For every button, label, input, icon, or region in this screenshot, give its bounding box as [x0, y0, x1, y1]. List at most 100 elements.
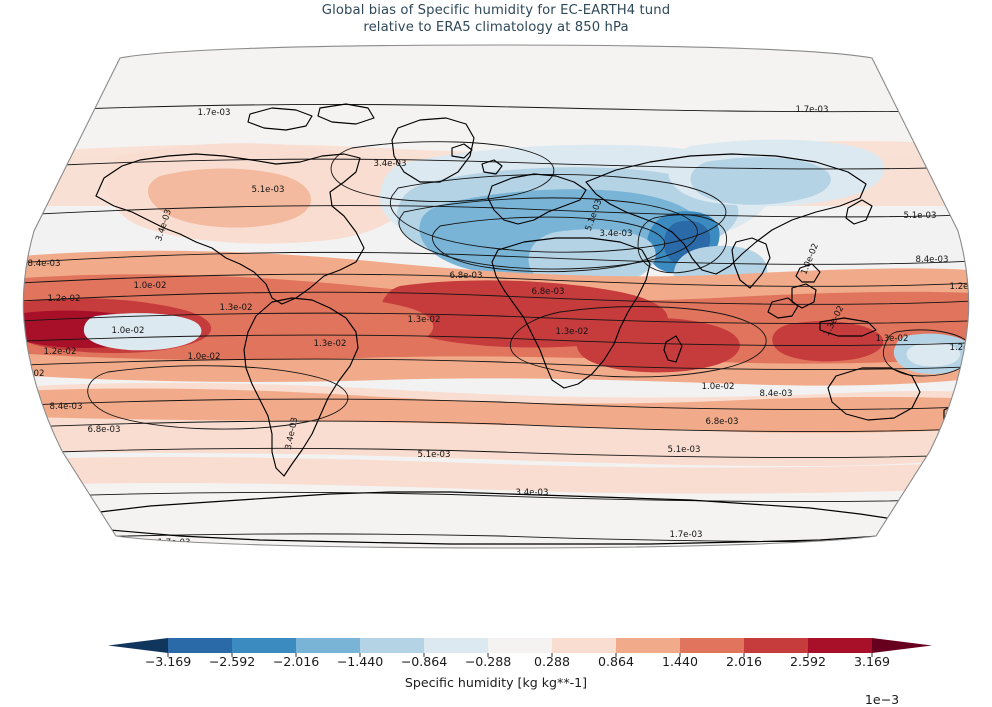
colorbar-tick-label-7: 0.864: [597, 654, 635, 669]
colorbar-tick-label-6: 0.288: [533, 654, 571, 669]
colorbar: −3.169 −2.592 −2.016 −1.440 −0.864 −0.288 0.28…: [0, 630, 992, 707]
contour-label-1.3e-02-mc: 1.3e-02: [876, 334, 909, 344]
colorbar-segment-10: [808, 638, 873, 653]
colorbar-tick-label-3: −1.440: [336, 654, 384, 669]
region-amazon-warm: [223, 297, 434, 357]
coastlines: [59, 103, 963, 545]
contour-5.1e-03-south: [23, 447, 969, 459]
colorbar-segment-1: [232, 638, 297, 653]
colorbar-segment-4: [424, 638, 489, 653]
contour-label-3.4e-03-n: 3.4e-03: [374, 159, 407, 169]
contour-cell-africa: [510, 306, 767, 378]
contour-label-8.4e-03-e: 8.4e-03: [916, 255, 949, 265]
global-bias-map: 1.7e-03 1.7e-03 3.4e-03 3.4e-03 5.1e-03 …: [12, 44, 983, 549]
contour-cell-mideast: [431, 216, 666, 273]
coast-iceland: [451, 143, 473, 159]
contour-label-1.2e-02-e: 1.2e-02: [950, 282, 983, 292]
contour-1.7e-03-north: [23, 103, 969, 113]
contour-label-1.2e-02-w1: 1.2e-02: [48, 294, 81, 304]
contour-label-5.1e-03-ne: 5.1e-03: [904, 211, 937, 221]
coast-sumatra: [767, 297, 799, 319]
contour-label-1.3e-02-sa: 1.3e-02: [314, 339, 347, 349]
contour-label-1.3e-02-sw: 1.3e-02: [12, 369, 45, 379]
colorbar-offset-text: 1e−3: [864, 692, 900, 707]
colorbar-segment-0: [168, 638, 233, 653]
contour-5.1e-03-north: [23, 205, 969, 218]
region-north-america-warm-core: [147, 168, 312, 228]
colorbar-tick-label-5: −0.288: [464, 654, 512, 669]
contour-3.4e-03-south: [23, 491, 969, 503]
coast-africa: [491, 237, 651, 389]
figure-title-line-2: relative to ERA5 climatology at 850 hPa: [363, 19, 629, 35]
contour-label-1.0e-02-w: 1.0e-02: [134, 281, 167, 291]
figure-title-line-1: Global bias of Specific humidity for EC-…: [321, 3, 671, 18]
contour-1.0e-02-north: [23, 273, 969, 287]
coast-south-america: [243, 297, 359, 477]
contour-8.4e-03-south: [23, 398, 969, 410]
coast-new-guinea: [819, 317, 877, 337]
region-africa-core: [576, 317, 740, 373]
colorbar-tick-label-4: −0.864: [400, 654, 448, 669]
contour-1.3e-02-north: [23, 312, 969, 324]
region-nw-pacific-neg: [83, 313, 202, 351]
colorbar-tick-label-10: 2.592: [789, 654, 827, 669]
contour-label-1.3e-02-af: 1.3e-02: [556, 327, 589, 337]
contour-label-1.0e-02-s: 1.0e-02: [702, 382, 735, 392]
contour-label-1.7e-03-sw: 1.7e-03: [158, 538, 191, 548]
coast-arctic-islands: [247, 107, 313, 131]
colorbar-segment-group: [168, 638, 873, 653]
contour-6.8e-03-south: [23, 420, 969, 432]
contour-cell-iran: [637, 214, 727, 274]
colorbar-axis-label: Specific humidity [kg kg**-1]: [404, 675, 588, 690]
coast-india: [731, 237, 771, 289]
contour-label-1.7e-03-nw: 1.7e-03: [198, 108, 231, 118]
contour-label-6.8e-03-sw: 6.8e-03: [88, 425, 121, 435]
coast-philippines: [795, 263, 821, 283]
colorbar-tick-label-0: −3.169: [144, 654, 192, 669]
contour-label-5.1e-03-se: 5.1e-03: [668, 445, 701, 455]
coast-antarctica: [59, 491, 921, 545]
contour-cell-spacific: [87, 365, 349, 430]
coast-greenland: [391, 117, 475, 183]
colorbar-segment-5: [488, 638, 553, 653]
coast-australia: [827, 367, 921, 421]
colorbar-tick-label-1: −2.592: [208, 654, 256, 669]
contour-1.2e-02-north: [23, 291, 969, 305]
colorbar-tick-marks: [167, 653, 873, 657]
coast-arctic-islands-2: [317, 103, 375, 125]
contour-label-3.4e-03-me: 3.4e-03: [600, 229, 633, 239]
contour-label-8.4e-03-w: 8.4e-03: [28, 259, 61, 269]
contour-lines: [23, 103, 969, 543]
region-maritime-continent-core: [772, 321, 884, 362]
region-tropical-atlantic-deep: [411, 293, 629, 345]
contour-label-5.1e-03-s: 5.1e-03: [418, 450, 451, 460]
contour-label-1.0e-02-trop: 1.0e-02: [188, 352, 221, 362]
colorbar-segment-6: [552, 638, 617, 653]
contour-cell-south-pacific: [882, 329, 969, 377]
coast-north-america: [95, 153, 365, 305]
coast-british-isles: [481, 159, 503, 175]
coast-japan: [845, 199, 873, 225]
contour-cell-europe-outer: [390, 173, 727, 253]
contour-8.4e-03-north: [23, 251, 969, 265]
band-southern-ocean-faint: [23, 457, 969, 494]
contour-label-1.0e-02-w2: 1.0e-02: [112, 326, 145, 336]
colorbar-tick-label-8: 1.440: [661, 654, 699, 669]
colorbar-tick-label-9: 2.016: [725, 654, 763, 669]
map-field-layer: 1.7e-03 1.7e-03 3.4e-03 3.4e-03 5.1e-03 …: [12, 45, 983, 548]
map-border: [22, 44, 970, 549]
colorbar-segment-8: [680, 638, 745, 653]
colorbar-segment-3: [360, 638, 425, 653]
contour-label-1.2e-02-sp: 1.2e-02: [950, 343, 983, 353]
contour-label-1.3e-02-atl: 1.3e-02: [408, 315, 441, 325]
contour-label-5.1e-03-na: 5.1e-03: [252, 185, 285, 195]
contour-label-1.3e-02-w: 1.3e-02: [220, 303, 253, 313]
contour-1.2e-02-south: [23, 334, 969, 346]
colorbar-tick-label-11: 3.169: [853, 654, 891, 669]
contour-3.4e-03-north: [23, 158, 969, 170]
contour-label-1.2e-02-w2: 1.2e-02: [44, 347, 77, 357]
coast-asia: [585, 153, 867, 275]
contour-label-6.8e-03-b: 6.8e-03: [532, 287, 565, 297]
contour-labels: 1.7e-03 1.7e-03 3.4e-03 3.4e-03 5.1e-03 …: [12, 105, 983, 548]
